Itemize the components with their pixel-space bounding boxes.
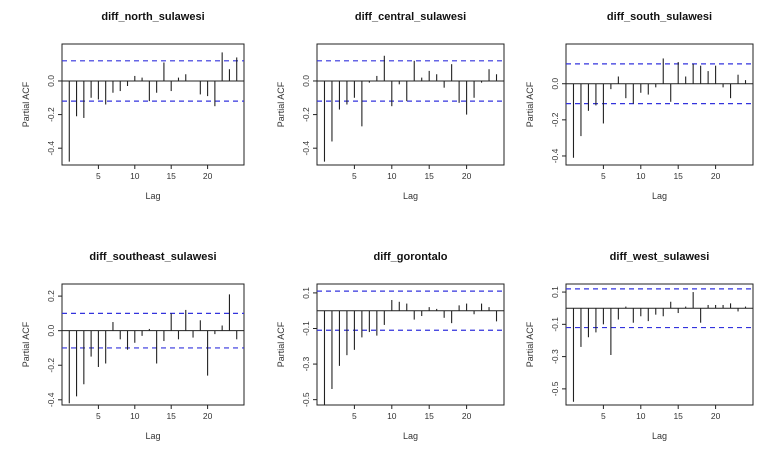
pacf-panel-5: diff_gorontalo 5 10 15 20 -0.5 -0.3 -0.1 0.1 Lag P… (276, 251, 505, 441)
y-tick-label: -0.2 (46, 358, 56, 373)
x-tick-label: 5 (601, 171, 606, 181)
x-axis-label: Lag (403, 191, 418, 201)
y-tick-label: -0.2 (550, 112, 560, 127)
y-tick-label: -0.4 (46, 141, 56, 156)
plot-frame (565, 43, 754, 166)
x-tick-label: 20 (462, 411, 472, 421)
x-tick-label: 20 (711, 171, 721, 181)
x-tick-label: 15 (166, 411, 176, 421)
panel-title: diff_southeast_sulawesi (89, 251, 216, 263)
y-axis-label: Partial ACF (21, 81, 31, 127)
y-axis-label: Partial ACF (21, 321, 31, 367)
x-tick-label: 10 (130, 411, 140, 421)
y-tick-label: -0.1 (550, 317, 560, 332)
plot-frame (316, 43, 505, 166)
x-tick-label: 20 (462, 171, 472, 181)
y-tick-label: -0.1 (301, 321, 311, 336)
x-tick-label: 20 (203, 171, 213, 181)
x-tick-label: 15 (673, 171, 683, 181)
x-tick-label: 20 (711, 411, 721, 421)
y-axis-label: Partial ACF (276, 321, 286, 367)
y-tick-label: -0.3 (550, 349, 560, 364)
pacf-panel-3: diff_south_sulawesi 5 10 15 20 -0.4 -0.2 0.0 Lag… (525, 11, 754, 201)
x-tick-label: 20 (203, 411, 213, 421)
y-tick-label: 0.0 (550, 78, 560, 90)
pacf-panel-4: diff_southeast_sulawesi 5 10 15 20 -0.4 -0.2 0.… (21, 251, 245, 441)
y-axis-label: Partial ACF (276, 81, 286, 127)
y-tick-label: -0.4 (550, 148, 560, 163)
panel-title: diff_central_sulawesi (355, 11, 466, 23)
x-axis-label: Lag (145, 191, 160, 201)
plot-frame (61, 283, 245, 406)
x-axis-label: Lag (145, 431, 160, 441)
y-tick-label: 0.0 (301, 75, 311, 87)
plot-frame (565, 283, 754, 406)
x-tick-label: 10 (636, 171, 646, 181)
x-tick-label: 15 (424, 171, 434, 181)
panel-title: diff_west_sulawesi (610, 251, 710, 263)
x-tick-label: 5 (601, 411, 606, 421)
y-tick-label: 0.0 (46, 324, 56, 336)
pacf-panel-2: diff_central_sulawesi 5 10 15 20 -0.4 -0.2 0.0 L… (276, 11, 505, 201)
x-tick-label: 15 (673, 411, 683, 421)
x-tick-label: 5 (96, 171, 101, 181)
x-tick-label: 10 (387, 171, 397, 181)
y-axis-label: Partial ACF (525, 321, 535, 367)
x-axis-label: Lag (652, 431, 667, 441)
pacf-panel-6: diff_west_sulawesi 5 10 15 20 -0.5 -0.3 -0.1 0.1… (525, 251, 754, 441)
y-tick-label: -0.5 (301, 392, 311, 407)
y-tick-label: -0.2 (301, 107, 311, 122)
pacf-panel-1: diff_north_sulawesi 5 10 15 20 -0.4 -0.2 0.0 Lag… (21, 11, 245, 201)
panel-title: diff_north_sulawesi (101, 11, 204, 23)
y-tick-label: -0.2 (46, 107, 56, 122)
x-tick-label: 10 (387, 411, 397, 421)
x-tick-label: 15 (424, 411, 434, 421)
x-tick-label: 10 (636, 411, 646, 421)
y-axis-label: Partial ACF (525, 81, 535, 127)
y-tick-label: 0.1 (550, 286, 560, 298)
plot-frame (61, 43, 245, 166)
y-tick-label: -0.3 (301, 356, 311, 371)
x-axis-label: Lag (652, 191, 667, 201)
x-tick-label: 5 (96, 411, 101, 421)
x-tick-label: 10 (130, 171, 140, 181)
plot-frame (316, 283, 505, 406)
x-tick-label: 5 (352, 411, 357, 421)
y-tick-label: -0.4 (301, 141, 311, 156)
y-tick-label: -0.4 (46, 392, 56, 407)
y-tick-label: -0.5 (550, 381, 560, 396)
y-tick-label: 0.1 (301, 287, 311, 299)
panel-title: diff_south_sulawesi (607, 11, 712, 23)
x-axis-label: Lag (403, 431, 418, 441)
panel-title: diff_gorontalo (374, 251, 448, 263)
x-tick-label: 5 (352, 171, 357, 181)
y-tick-label: 0.0 (46, 75, 56, 87)
x-tick-label: 15 (166, 171, 176, 181)
y-tick-label: 0.2 (46, 290, 56, 302)
